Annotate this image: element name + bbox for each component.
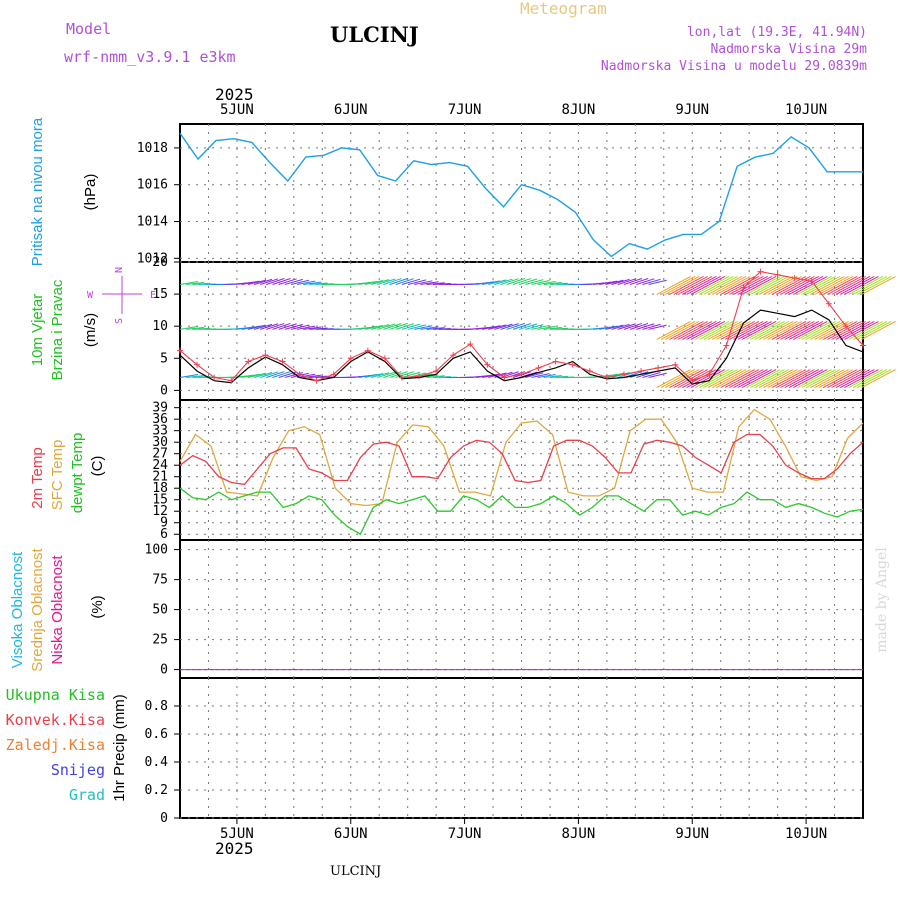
legend-snow: Snijeg xyxy=(51,761,105,779)
top-day-label: 10JUN xyxy=(785,102,827,118)
gust-marker xyxy=(792,275,798,281)
temperature-panel xyxy=(180,400,863,540)
gust-marker xyxy=(553,358,559,364)
cloud-panel xyxy=(180,540,863,678)
dewpt-line xyxy=(180,488,863,534)
legend-freezing-rain: Zaledj.Kisa xyxy=(6,736,105,754)
model-label: Model xyxy=(66,20,111,38)
compass-w: W xyxy=(87,290,94,301)
pressure-ylabels: Pritisak na nivou mora (hPa) xyxy=(29,117,99,266)
product-title: Meteogram xyxy=(520,0,607,18)
pressure-panel xyxy=(180,124,863,262)
bottom-day-label: 7JUN xyxy=(448,826,482,842)
gust-marker xyxy=(723,342,729,348)
dewpt-title: dewpt Temp xyxy=(69,433,86,514)
coords-label: lon,lat (19.3E, 41.94N) xyxy=(687,25,867,40)
wind-y-tick-label: 20 xyxy=(152,255,168,270)
gust-marker xyxy=(262,352,268,358)
grid-lines xyxy=(174,124,863,818)
precip-y-tick-label: 0.4 xyxy=(145,755,169,770)
wind-y-tick-label: 10 xyxy=(152,319,168,334)
y-tick-labels: 1012101410161018051015206912151821242730… xyxy=(137,141,168,826)
mid-cloud-title: Srednja Oblacnost xyxy=(29,547,46,671)
precip-y-tick-label: 0.6 xyxy=(145,727,168,742)
bottom-year: 2025 xyxy=(215,839,254,858)
low-cloud-title: Niska Oblacnost xyxy=(49,555,66,665)
wind-y-tick-label: 0 xyxy=(160,383,168,398)
precip-y-tick-label: 0.8 xyxy=(145,699,168,714)
gust-marker xyxy=(655,365,661,371)
pressure-unit: (hPa) xyxy=(82,174,99,211)
bottom-day-label: 6JUN xyxy=(334,826,368,842)
precip-y-tick-label: 0 xyxy=(160,811,168,826)
legend-convective-rain: Konvek.Kisa xyxy=(6,711,105,729)
pressure-y-tick-label: 1014 xyxy=(137,215,168,230)
top-day-label: 8JUN xyxy=(562,102,596,118)
wind-y-tick-label: 5 xyxy=(160,351,168,366)
wind-title-1: 10m Vjetar xyxy=(29,294,46,367)
gust-marker xyxy=(536,365,542,371)
elevation-label: Nadmorska Visina 29m xyxy=(710,42,867,57)
temp-ylabels: 2m Temp SFC Temp dewpt Temp (C) xyxy=(29,433,106,514)
pressure-y-tick-label: 1018 xyxy=(137,141,168,156)
temp-unit: (C) xyxy=(89,456,106,477)
legend-total-rain: Ukupna Kisa xyxy=(6,686,105,704)
model-elevation-label: Nadmorska Visina u modelu 29.0839m xyxy=(601,59,867,74)
wind-barbs xyxy=(180,276,896,387)
clouds-y-tick-label: 25 xyxy=(152,633,168,648)
temp2m-title: 2m Temp xyxy=(29,447,46,508)
precip-panel xyxy=(180,678,863,818)
bottom-day-label: 10JUN xyxy=(785,826,827,842)
pressure-y-tick-label: 1016 xyxy=(137,178,168,193)
model-name: wrf-nmm_v3.9.1 e3km xyxy=(64,48,236,66)
high-cloud-title: Visoka Oblacnost xyxy=(9,551,26,668)
clouds-y-tick-label: 75 xyxy=(152,573,168,588)
gust-marker xyxy=(314,378,320,384)
top-day-label: 7JUN xyxy=(448,102,482,118)
compass-n: N xyxy=(114,267,125,273)
pressure-line xyxy=(180,133,863,256)
temperature-y-tick-label: 39 xyxy=(152,401,168,416)
top-day-label: 5JUN xyxy=(220,102,254,118)
wind-ylabels: 10m Vjetar Brzina i Pravac (m/s) N S W E xyxy=(29,267,156,380)
bottom-day-label: 9JUN xyxy=(675,826,709,842)
compass-e: E xyxy=(150,290,156,301)
footer-station: ULCINJ xyxy=(330,864,381,879)
compass-s: S xyxy=(114,318,125,324)
bottom-day-label: 8JUN xyxy=(562,826,596,842)
credit: made by Angel xyxy=(874,547,890,653)
cloud-unit: (%) xyxy=(89,595,106,618)
wind-title-2: Brzina i Pravac xyxy=(49,279,66,380)
precip-ylabels: Ukupna Kisa Konvek.Kisa Zaledj.Kisa Snij… xyxy=(6,686,128,804)
top-day-label: 9JUN xyxy=(675,102,709,118)
top-day-label: 6JUN xyxy=(334,102,368,118)
station-title: ULCINJ xyxy=(330,22,419,47)
sfc-temp-title: SFC Temp xyxy=(49,440,66,511)
pressure-title: Pritisak na nivou mora xyxy=(29,117,46,266)
cloud-ylabels: Visoka Oblacnost Srednja Oblacnost Niska… xyxy=(9,547,106,671)
top-day-labels: 5JUN 6JUN 7JUN 8JUN 9JUN 10JUN xyxy=(220,102,827,118)
clouds-y-tick-label: 100 xyxy=(145,543,168,558)
legend-hail: Grad xyxy=(69,786,105,804)
precip-y-tick-label: 0.2 xyxy=(145,783,168,798)
clouds-y-tick-label: 0 xyxy=(160,663,168,678)
wind-unit: (m/s) xyxy=(82,313,99,347)
precip-unit: 1hr Precip (mm) xyxy=(111,694,128,802)
clouds-y-tick-label: 50 xyxy=(152,603,168,618)
